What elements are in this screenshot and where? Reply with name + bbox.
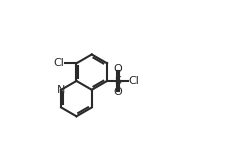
Text: Cl: Cl bbox=[54, 58, 65, 68]
Text: S: S bbox=[114, 76, 121, 86]
Text: O: O bbox=[113, 64, 122, 74]
Text: N: N bbox=[57, 85, 65, 95]
Text: Cl: Cl bbox=[128, 76, 140, 86]
Text: O: O bbox=[113, 87, 122, 97]
